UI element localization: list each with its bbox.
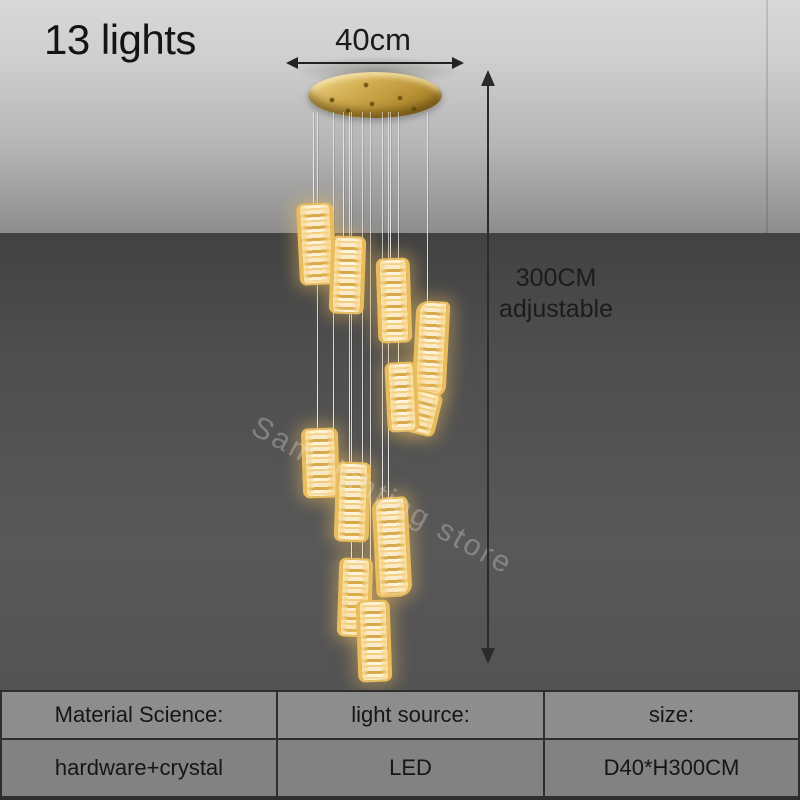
spec-value-material: hardware+crystal — [2, 740, 276, 796]
hanging-wire — [398, 112, 399, 364]
crystal-pendant — [375, 257, 413, 344]
height-dimension-line — [487, 85, 489, 649]
spec-value-light-source: LED — [278, 740, 543, 796]
hanging-wire — [362, 112, 363, 606]
arrowhead-down-icon — [481, 648, 495, 664]
arrowhead-left-icon — [286, 57, 298, 69]
hanging-wire — [390, 112, 391, 260]
height-dimension-label: 300CM adjustable — [492, 263, 620, 325]
width-dimension-line — [297, 62, 455, 64]
height-adjustable-note: adjustable — [499, 295, 613, 323]
crystal-pendant — [355, 599, 393, 683]
spec-header-light-source: light source: — [278, 692, 543, 738]
spec-header-material: Material Science: — [2, 692, 276, 738]
spec-value-size: D40*H300CM — [545, 740, 798, 796]
arrowhead-up-icon — [481, 70, 495, 86]
arrowhead-right-icon — [452, 57, 464, 69]
ceiling-area — [0, 0, 800, 233]
spec-header-size: size: — [545, 692, 798, 738]
hanging-wire — [370, 112, 371, 602]
hanging-wire — [313, 112, 314, 205]
lights-count-label: 13 lights — [44, 16, 196, 63]
ceiling-canopy — [308, 72, 442, 118]
hanging-wire — [427, 112, 428, 303]
width-dimension-label: 40cm — [335, 22, 411, 57]
hanging-wire — [343, 112, 344, 238]
wall-corner-line — [766, 0, 768, 233]
hanging-wire — [351, 112, 352, 560]
height-value: 300CM — [515, 264, 597, 292]
spec-table: Material Science: light source: size: ha… — [0, 690, 800, 800]
crystal-pendant — [328, 235, 367, 315]
crystal-pendant — [384, 361, 420, 433]
